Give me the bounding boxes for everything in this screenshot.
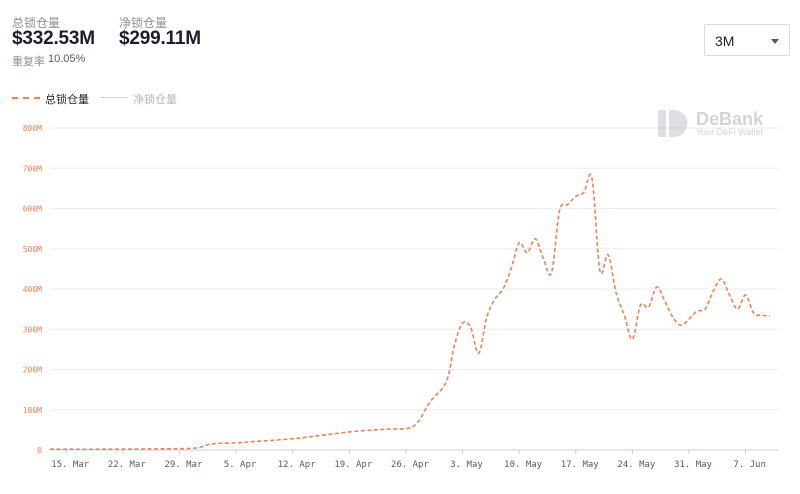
legend-item-net-tvl[interactable]: 净锁仓量 bbox=[100, 91, 190, 106]
x-tick-label: 29. Mar bbox=[164, 460, 203, 470]
tvl-chart: 0 100M 200M 300M 400M 500M 600M 700M 800M 15. Ma… bbox=[23, 110, 778, 470]
x-tick-label: 17. May bbox=[561, 460, 600, 470]
legend-label-total-tvl: 总锁仓量 bbox=[45, 94, 89, 106]
y-tick-label: 300M bbox=[23, 325, 42, 334]
y-tick-label: 700M bbox=[23, 164, 42, 173]
legend-solid-line-icon bbox=[100, 97, 128, 98]
x-tick-label: 19. Apr bbox=[334, 460, 373, 470]
watermark-tagline: Your DeFi Wallet bbox=[696, 127, 763, 137]
y-tick-label: 600M bbox=[23, 205, 42, 214]
x-tick-label: 26. Apr bbox=[391, 460, 430, 470]
x-tick-label: 31. May bbox=[674, 460, 713, 470]
y-tick-label: 800M bbox=[23, 124, 42, 133]
series-line-total-tvl bbox=[49, 173, 771, 451]
legend-dashed-line-icon bbox=[12, 97, 40, 99]
x-tick-label: 7. Jun bbox=[733, 460, 766, 470]
grid-lines bbox=[50, 127, 778, 451]
x-tick-label: 5. Apr bbox=[224, 460, 257, 470]
duplicate-ratio-value: 10.05% bbox=[48, 53, 86, 65]
x-tick-label: 22. Mar bbox=[108, 460, 147, 470]
watermark-brand: DeBank bbox=[696, 110, 764, 129]
x-axis: 15. Mar 22. Mar 29. Mar 5. Apr 12. Apr 19. Ap… bbox=[50, 449, 778, 470]
net-tvl-value: $299.11M bbox=[119, 28, 201, 49]
series-layer bbox=[49, 173, 771, 451]
legend-item-total-tvl[interactable]: 总锁仓量 bbox=[12, 91, 102, 106]
x-tick-label: 12. Apr bbox=[278, 460, 317, 470]
debank-watermark: DeBank Your DeFi Wallet bbox=[658, 110, 764, 137]
time-range-value: 3M bbox=[715, 33, 735, 49]
y-tick-label: 100M bbox=[23, 406, 42, 415]
y-axis: 0 100M 200M 300M 400M 500M 600M 700M 800M bbox=[23, 124, 42, 455]
x-tick-label: 10. May bbox=[504, 460, 543, 470]
y-tick-label: 200M bbox=[23, 366, 42, 375]
x-tick-label: 3. May bbox=[450, 460, 483, 470]
duplicate-ratio-label: 重复率 bbox=[12, 56, 45, 68]
x-tick-label: 15. Mar bbox=[51, 460, 90, 470]
y-tick-label: 0 bbox=[37, 446, 42, 455]
time-range-select[interactable]: 3M bbox=[704, 24, 790, 56]
debank-logo-icon bbox=[658, 110, 688, 137]
tvl-value: $332.53M bbox=[12, 28, 95, 49]
y-tick-label: 500M bbox=[23, 245, 42, 254]
x-tick-label: 24. May bbox=[617, 460, 656, 470]
legend-label-net-tvl: 净锁仓量 bbox=[133, 94, 177, 106]
tvl-label: 总锁仓量 bbox=[12, 16, 61, 30]
y-tick-label: 400M bbox=[23, 285, 42, 294]
chevron-down-icon bbox=[771, 39, 779, 44]
net-tvl-label: 净锁仓量 bbox=[119, 16, 168, 30]
